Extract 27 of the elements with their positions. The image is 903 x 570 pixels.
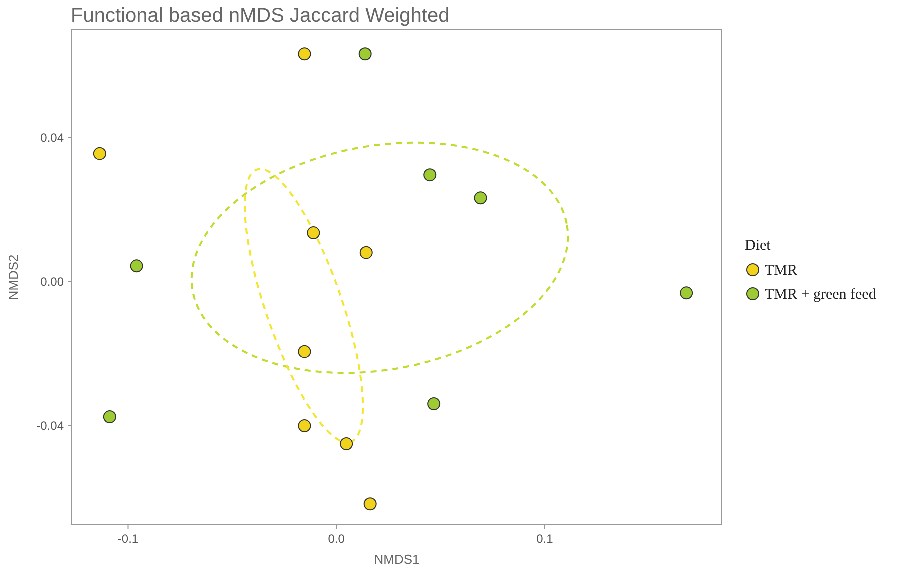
point — [298, 345, 312, 358]
point — [360, 246, 373, 260]
point — [364, 498, 377, 511]
point — [428, 398, 441, 411]
point — [680, 286, 694, 300]
point — [103, 410, 116, 424]
legend-title: Diet — [745, 238, 772, 254]
chart-title: Functional based nMDS Jaccard Weighted — [71, 5, 450, 27]
point — [358, 48, 372, 61]
x-axis-title: NMDS1 — [374, 552, 420, 567]
legend-label: TMR + green feed — [765, 287, 877, 303]
point — [474, 192, 488, 205]
point — [93, 147, 106, 160]
legend-label: TMR — [765, 263, 798, 279]
x-tick-label: 0.0 — [328, 532, 346, 546]
point — [130, 260, 144, 273]
point — [340, 438, 354, 450]
x-tick-label: 0.1 — [536, 532, 554, 546]
y-tick-label: 0.00 — [40, 275, 64, 289]
point — [298, 48, 312, 61]
point — [424, 168, 437, 182]
point — [298, 420, 312, 432]
y-tick-label: -0.04 — [36, 419, 64, 433]
x-tick-label: -0.1 — [118, 532, 139, 546]
point — [307, 226, 320, 240]
y-axis-title: NMDS2 — [6, 254, 21, 300]
y-tick-label: 0.04 — [40, 131, 64, 145]
